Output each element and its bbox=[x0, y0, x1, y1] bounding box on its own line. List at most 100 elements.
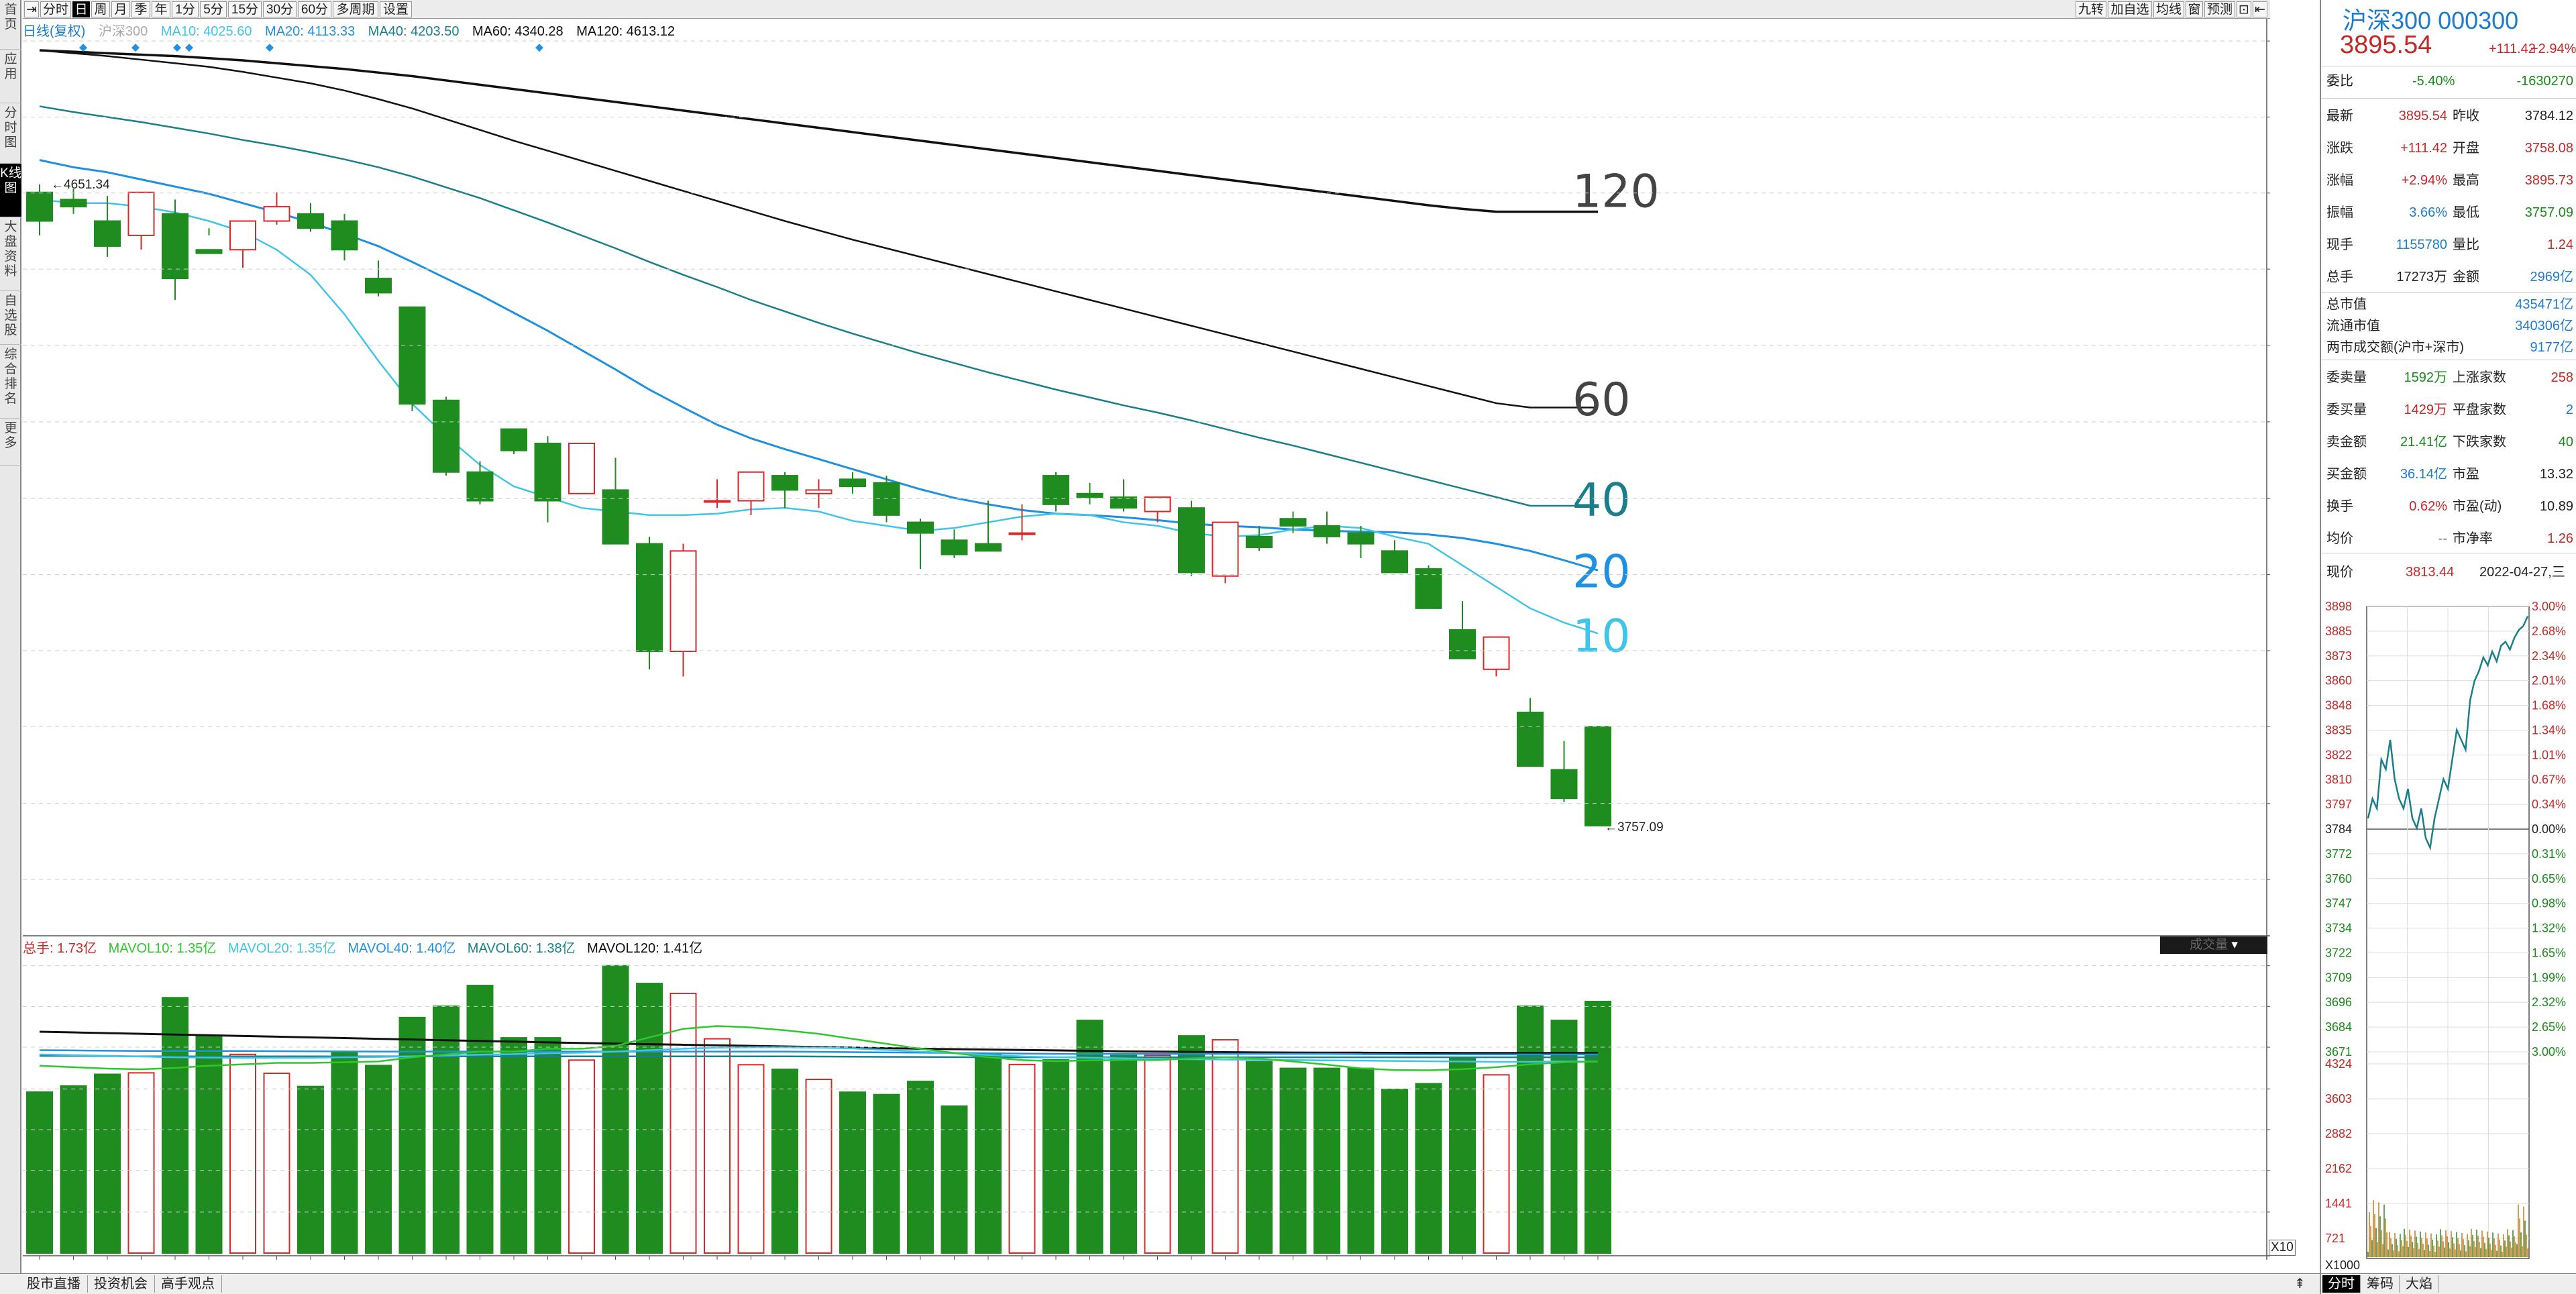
value: 36.14亿 bbox=[2400, 467, 2447, 482]
weicha-value: -1630270 bbox=[2516, 74, 2573, 89]
mini-left-label: 3797 bbox=[2325, 798, 2352, 811]
label: 市净率 bbox=[2453, 531, 2493, 546]
volume-bar bbox=[1212, 1039, 1239, 1254]
mini-left-label: 3860 bbox=[2325, 674, 2352, 688]
nav-more[interactable]: 更多 bbox=[0, 419, 21, 466]
now-label: 现价 bbox=[2326, 565, 2353, 580]
volume-indicator-select[interactable]: 成交量 ▾ bbox=[2160, 936, 2267, 954]
ma120-line bbox=[39, 49, 1598, 213]
collapse-icon[interactable]: ⇥ bbox=[24, 1, 39, 17]
volume-bar bbox=[941, 1105, 968, 1254]
tab-week[interactable]: 周 bbox=[91, 1, 110, 17]
candle-body bbox=[466, 471, 494, 502]
volume-bar bbox=[1347, 1067, 1375, 1254]
value: 3784.12 bbox=[2524, 109, 2573, 123]
volume-bar bbox=[737, 1064, 765, 1254]
nav-home[interactable]: 首页 bbox=[0, 0, 21, 50]
tab-chips[interactable]: 筹码 bbox=[2361, 1275, 2400, 1293]
pin-icon[interactable]: ⇞ bbox=[2294, 1277, 2306, 1291]
nav-market-info[interactable]: 大盘资料 bbox=[0, 217, 21, 291]
mini-left-label: 3684 bbox=[2325, 1020, 2352, 1034]
mini-right-label: 1.65% bbox=[2532, 946, 2566, 959]
window-button[interactable]: 窗 bbox=[2186, 1, 2203, 17]
ma-button[interactable]: 均线 bbox=[2153, 1, 2184, 17]
nav-ranking[interactable]: 综合排名 bbox=[0, 345, 21, 419]
label: 委买量 bbox=[2326, 402, 2367, 417]
volume-bar bbox=[1279, 1067, 1307, 1254]
nav-watchlist[interactable]: 自选股 bbox=[0, 291, 21, 345]
mktcap-row: 流通市值 340306亿 bbox=[2325, 315, 2575, 337]
candle-body bbox=[60, 199, 87, 208]
candle-body bbox=[1517, 711, 1544, 767]
intraday-mini-chart[interactable]: 3898 3.00% 3885 2.68% 3873 2.34% 3860 2.01% 3848… bbox=[2321, 594, 2576, 1272]
mavol20-line bbox=[39, 1046, 1598, 1063]
volume-bar bbox=[1076, 1020, 1104, 1254]
ma120-value: MA120: 4613.12 bbox=[576, 24, 675, 39]
volume-bar bbox=[263, 1072, 290, 1254]
tab-day[interactable]: 日 bbox=[72, 1, 90, 17]
candle-body bbox=[1415, 568, 1442, 609]
mini-left-label: 3784 bbox=[2325, 822, 2352, 836]
mini-right-label: 3.00% bbox=[2532, 600, 2566, 613]
jiuzhuan-button[interactable]: 九转 bbox=[2076, 1, 2106, 17]
volume-bar bbox=[907, 1081, 934, 1254]
tab-5min[interactable]: 5分 bbox=[200, 1, 227, 17]
add-watchlist-button[interactable]: 加自选 bbox=[2108, 1, 2152, 17]
tab-multi-period[interactable]: 多周期 bbox=[333, 1, 378, 17]
tab-opportunity[interactable]: 投资机会 bbox=[87, 1275, 155, 1293]
left-nav: 首页 应用 分时图 K线图 大盘资料 自选股 综合排名 更多 bbox=[0, 0, 21, 1294]
tab-15min[interactable]: 15分 bbox=[228, 1, 262, 17]
quote-row: 现手 1155780 量比 1.24 bbox=[2325, 229, 2575, 260]
tab-settings[interactable]: 设置 bbox=[380, 1, 412, 17]
candle-body bbox=[602, 489, 629, 545]
candle-body bbox=[1381, 550, 1408, 574]
quote-row: 换手 0.62% 市盈(动) 10.89 bbox=[2325, 491, 2575, 522]
price-pane: 120 60 40 20 10 ←4651.34 ←3757.09 bbox=[26, 44, 1664, 834]
value: 1592万 bbox=[2404, 370, 2448, 385]
tab-intraday[interactable]: 分时 bbox=[2322, 1275, 2361, 1293]
tab-timeshare[interactable]: 分时 bbox=[40, 1, 71, 17]
event-marker bbox=[131, 44, 140, 52]
panel-tabs: 分时 筹码 大焰 bbox=[2321, 1273, 2576, 1294]
quote-row: 涨跌 +111.42 开盘 3758.08 bbox=[2325, 133, 2575, 164]
volume-unit: X10 bbox=[2269, 1240, 2296, 1256]
expand-icon[interactable]: ⇤ bbox=[2253, 1, 2267, 17]
mini-left-label: 3822 bbox=[2325, 748, 2352, 761]
tab-live[interactable]: 股市直播 bbox=[20, 1275, 88, 1293]
value: +2.94% bbox=[2401, 173, 2447, 188]
now-date: 2022-04-27,三 bbox=[2479, 565, 2565, 580]
mini-right-label: 2.32% bbox=[2532, 995, 2566, 1009]
mini-right-label: 0.31% bbox=[2532, 847, 2566, 861]
nav-kline[interactable]: K线图 bbox=[0, 164, 21, 217]
volume-bar bbox=[975, 1053, 1002, 1254]
nav-timeshare[interactable]: 分时图 bbox=[0, 103, 21, 164]
tab-flame[interactable]: 大焰 bbox=[2400, 1275, 2438, 1293]
nav-apps[interactable]: 应用 bbox=[0, 50, 21, 103]
kline-chart[interactable]: 120 60 40 20 10 ←4651.34 ←3757.09 485147454639… bbox=[23, 19, 2270, 1260]
value: 3895.54 bbox=[2398, 109, 2447, 123]
mini-left-label: 3835 bbox=[2325, 723, 2352, 737]
candle-body bbox=[365, 278, 392, 294]
label: 最低 bbox=[2453, 205, 2479, 220]
volume-bar bbox=[1585, 1000, 1611, 1254]
value: 340306亿 bbox=[2515, 319, 2573, 333]
value: 2969亿 bbox=[2530, 270, 2574, 284]
quote-row: 振幅 3.66% 最低 3757.09 bbox=[2325, 197, 2575, 228]
tab-30min[interactable]: 30分 bbox=[263, 1, 297, 17]
mini-left-label: 3810 bbox=[2325, 773, 2352, 786]
lock-icon[interactable]: ⊡ bbox=[2237, 1, 2251, 17]
mktcap-row: 两市成交额(沪市+深市) 9177亿 bbox=[2325, 337, 2575, 358]
tab-expert[interactable]: 高手观点 bbox=[154, 1275, 222, 1293]
candle-body bbox=[975, 543, 1002, 552]
volume-bar bbox=[1313, 1067, 1340, 1254]
label: 现手 bbox=[2326, 237, 2353, 252]
tab-1min[interactable]: 1分 bbox=[172, 1, 199, 17]
forecast-button[interactable]: 预测 bbox=[2204, 1, 2235, 17]
volume-bar bbox=[162, 997, 189, 1254]
tab-month[interactable]: 月 bbox=[111, 1, 130, 17]
tab-year[interactable]: 年 bbox=[152, 1, 170, 17]
tab-60min[interactable]: 60分 bbox=[298, 1, 331, 17]
tab-quarter[interactable]: 季 bbox=[131, 1, 150, 17]
label: 市盈 bbox=[2453, 467, 2479, 482]
mini-left-label: 3734 bbox=[2325, 922, 2352, 935]
